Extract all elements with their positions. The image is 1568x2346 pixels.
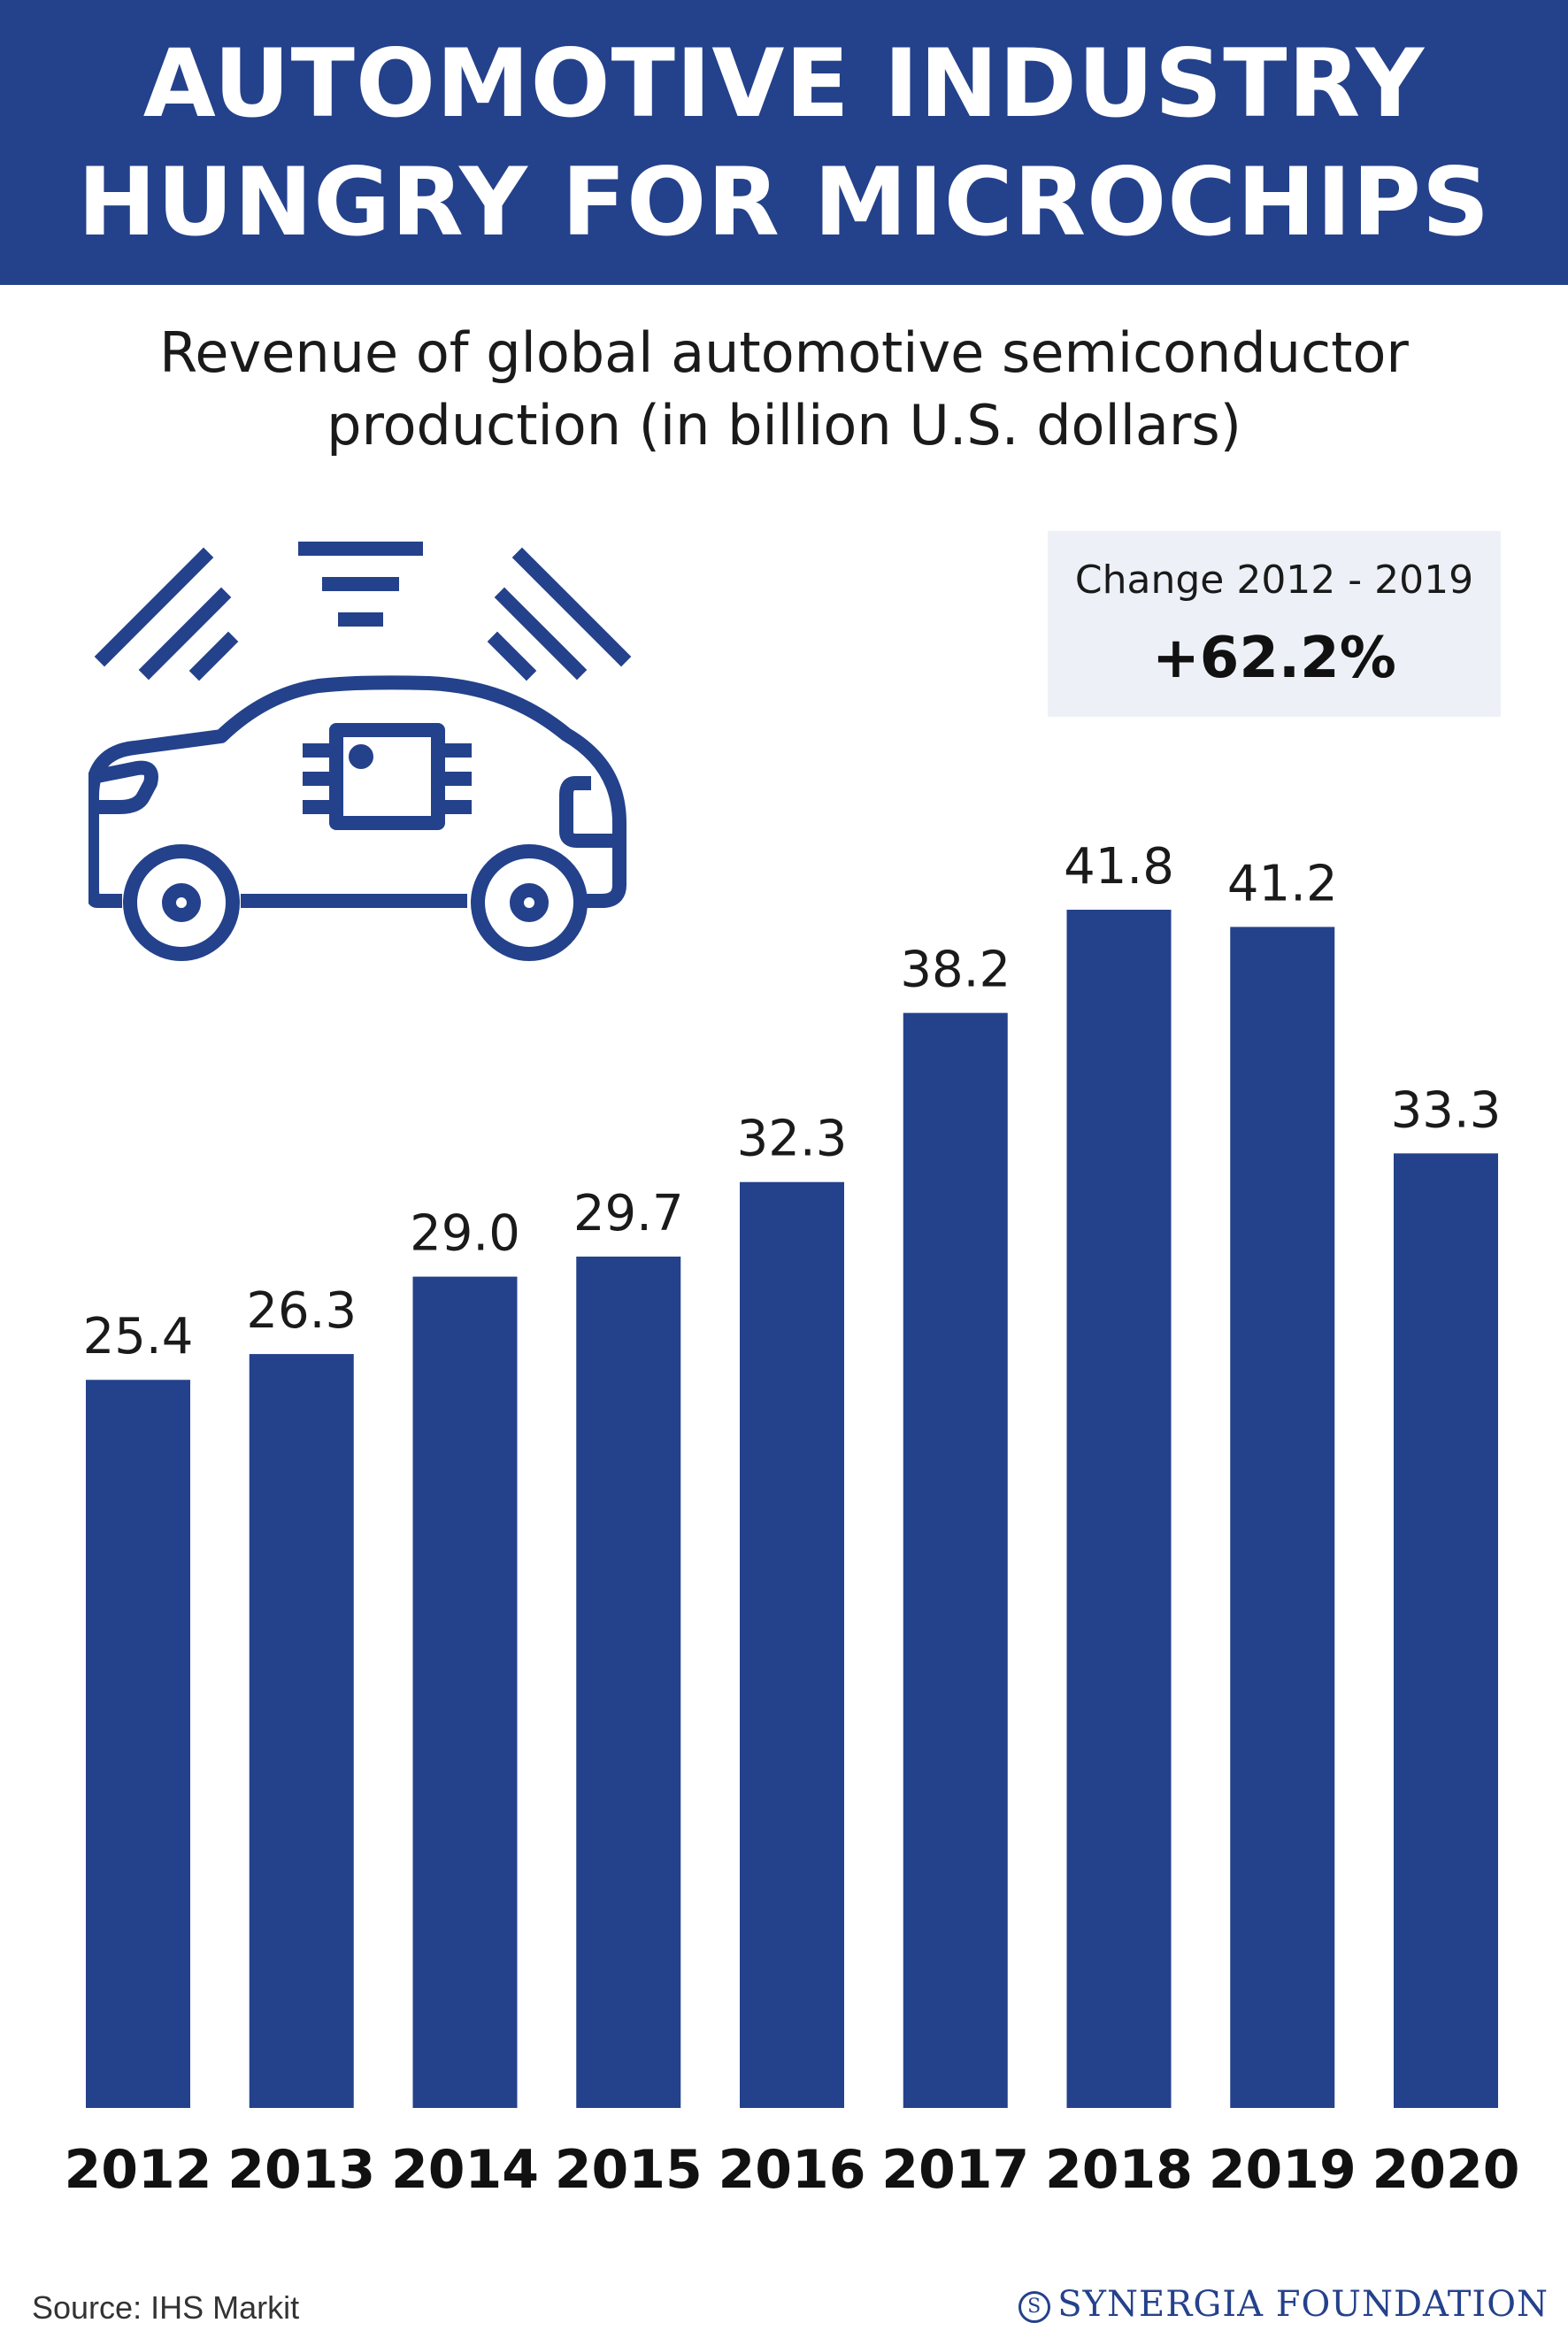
value-label-2014: 29.0 <box>410 1205 520 1263</box>
value-label-2020: 33.3 <box>1391 1081 1502 1139</box>
change-value: +62.2% <box>1152 626 1396 691</box>
bar-2017 <box>903 1012 1008 2108</box>
value-label-2019: 41.2 <box>1227 855 1338 912</box>
value-label-2012: 25.4 <box>83 1308 194 1365</box>
year-label-2019: 2019 <box>1209 2139 1357 2201</box>
year-label-2014: 2014 <box>391 2139 539 2201</box>
title-line-2: HUNGRY FOR MICROCHIPS <box>77 148 1491 257</box>
bar-2019 <box>1230 927 1335 2108</box>
brand-mark-icon: S <box>1018 2291 1051 2323</box>
change-label: Change 2012 - 2019 <box>1074 558 1474 603</box>
year-label-2018: 2018 <box>1045 2139 1193 2201</box>
bar-2013 <box>249 1354 354 2108</box>
chart-subtitle-line-2: production (in billion U.S. dollars) <box>327 393 1241 458</box>
value-label-2013: 26.3 <box>246 1282 357 1340</box>
title-line-1: AUTOMOTIVE INDUSTRY <box>142 29 1426 138</box>
brand-name: SYNERGIA FOUNDATION <box>1057 2284 1549 2325</box>
change-callout: Change 2012 - 2019 +62.2% <box>1048 531 1501 717</box>
bar-2018 <box>1066 910 1172 2108</box>
value-label-2015: 29.7 <box>573 1185 684 1242</box>
value-label-2017: 38.2 <box>900 942 1011 999</box>
source-note: Source: IHS Markit <box>32 2289 300 2326</box>
bar-2020 <box>1394 1153 1498 2108</box>
year-label-2020: 2020 <box>1372 2139 1520 2201</box>
chart-subtitle-line-1: Revenue of global automotive semiconduct… <box>159 320 1409 385</box>
year-label-2012: 2012 <box>65 2139 212 2201</box>
bar-2016 <box>740 1181 844 2108</box>
value-label-2016: 32.3 <box>737 1111 848 1168</box>
year-label-2017: 2017 <box>881 2139 1029 2201</box>
car-chip-icon <box>88 542 632 961</box>
year-label-2013: 2013 <box>227 2139 375 2201</box>
signal-waves-icon <box>94 542 632 681</box>
title-banner: AUTOMOTIVE INDUSTRY HUNGRY FOR MICROCHIP… <box>0 0 1568 285</box>
bar-2014 <box>412 1276 518 2108</box>
bar-2012 <box>86 1380 190 2108</box>
value-label-2018: 41.8 <box>1064 838 1174 896</box>
bar-2015 <box>576 1256 681 2108</box>
year-label-2016: 2016 <box>719 2139 866 2201</box>
year-label-2015: 2015 <box>555 2139 703 2201</box>
brand-logo: S SYNERGIA FOUNDATION <box>1018 2287 1549 2323</box>
